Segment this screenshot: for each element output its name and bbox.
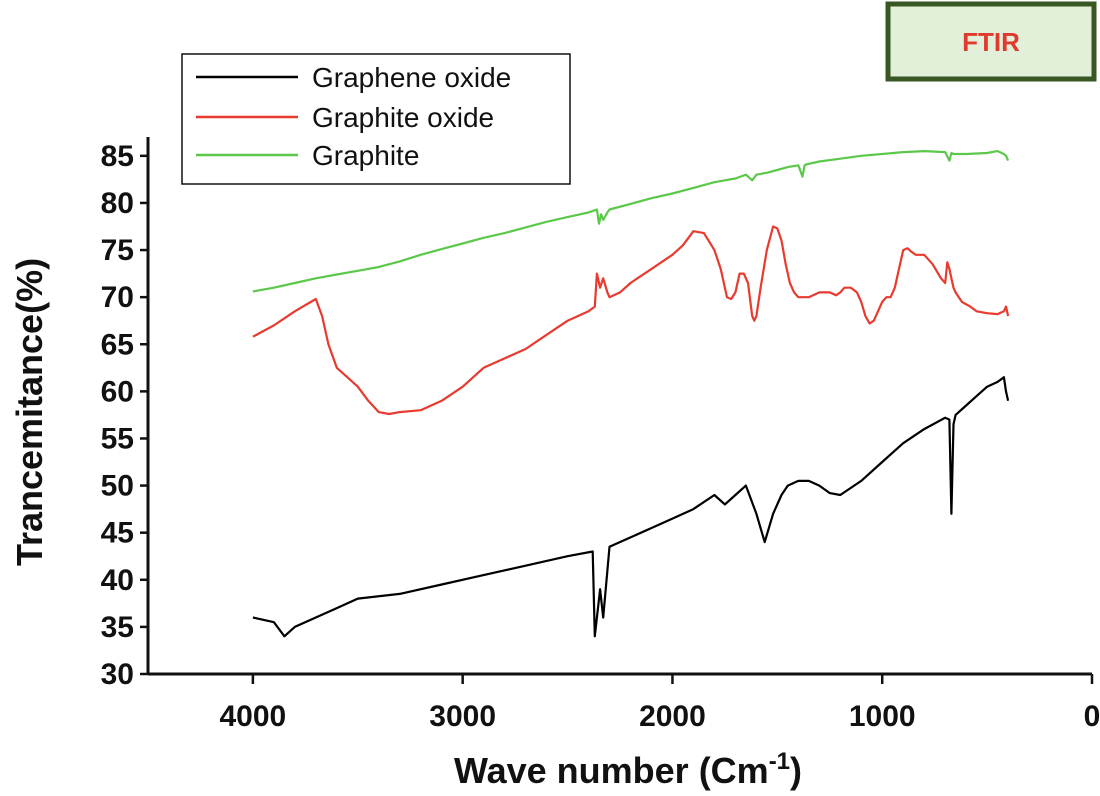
y-axis-title: Trancemitance(%) [9, 258, 50, 566]
x-tick-label: 1000 [849, 700, 916, 733]
axes [146, 137, 1092, 676]
y-tick-label: 30 [101, 658, 134, 691]
y-tick-label: 70 [101, 281, 134, 314]
series-line-graphite-oxide [252, 225, 1010, 416]
x-tick-label: 0 [1084, 700, 1100, 733]
x-axis-title-end: ) [790, 750, 802, 791]
legend-box [181, 53, 571, 185]
y-tick-label: 80 [101, 187, 134, 220]
ftir-badge-label: FTIR [962, 27, 1020, 57]
y-tick-label: 45 [101, 517, 134, 550]
y-tick-label: 60 [101, 375, 134, 408]
legend-label-graphite-oxide: Graphite oxide [312, 102, 494, 133]
x-axis-title-main: Wave number (Cm [454, 750, 769, 791]
legend-label-graphene-oxide: Graphene oxide [312, 62, 511, 93]
x-tick-label: 3000 [429, 700, 496, 733]
y-tick-label: 55 [101, 422, 134, 455]
y-tick-label: 75 [101, 234, 134, 267]
x-axis-title: Wave number (Cm-1) [454, 748, 802, 791]
y-tick-label: 50 [101, 470, 134, 503]
y-tick-label: 35 [101, 611, 134, 644]
legend-label-graphite: Graphite [312, 140, 419, 171]
y-tick-label: 40 [101, 564, 134, 597]
y-ticks: 30 35 40 45 50 55 60 65 70 75 80 85 [101, 140, 148, 691]
y-tick-label: 85 [101, 140, 134, 173]
y-tick-label: 65 [101, 328, 134, 361]
series-line-graphene-oxide [252, 376, 1010, 638]
ftir-badge-box [885, 1, 1097, 82]
x-tick-label: 2000 [639, 700, 706, 733]
x-ticks: 4000 3000 2000 1000 0 [220, 674, 1100, 733]
legend: Graphene oxide Graphite oxide Graphite [181, 53, 571, 185]
series-line-graphite [252, 150, 1010, 293]
ftir-badge: FTIR [885, 1, 1097, 82]
x-axis-title-superscript: -1 [769, 748, 790, 775]
plot-series-group [252, 150, 1010, 638]
x-tick-label: 4000 [220, 700, 287, 733]
